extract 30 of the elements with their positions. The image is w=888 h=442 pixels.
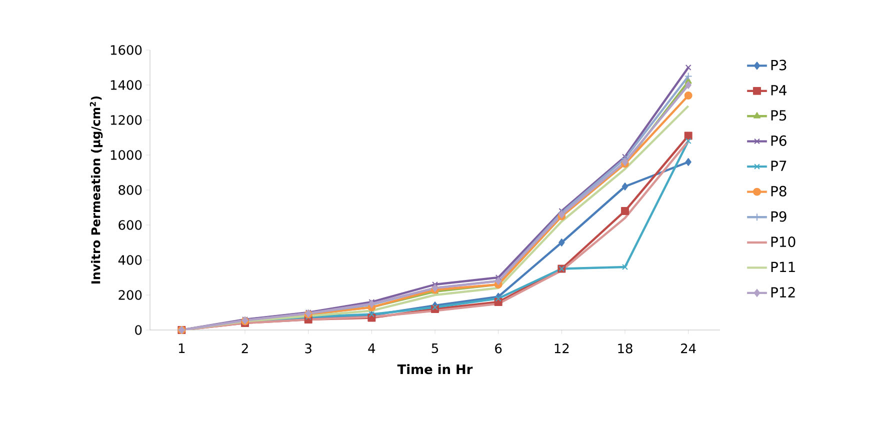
legend-label: P9 <box>771 211 786 222</box>
y-tick-label: 400 <box>118 255 142 265</box>
x-tick-label: 12 <box>554 344 569 354</box>
x-tick-label: 1 <box>178 344 185 353</box>
y-tick-label: 1200 <box>110 115 142 125</box>
legend-label: P7 <box>771 160 786 171</box>
y-tick-label: 1400 <box>110 80 142 90</box>
legend-label: P5 <box>771 110 786 121</box>
x-tick-label: 24 <box>681 344 696 354</box>
x-tick-label: 18 <box>618 344 632 354</box>
y-tick-label: 600 <box>118 220 142 230</box>
legend-label: P6 <box>771 135 786 146</box>
x-tick-label: 4 <box>368 344 376 353</box>
x-axis-title: Time in Hr <box>397 364 473 374</box>
x-tick-label: 3 <box>305 344 312 354</box>
y-axis-title: Invitro Permeation (µg/cm$^{2}$) <box>90 96 103 284</box>
legend-label: P11 <box>771 262 795 272</box>
y-tick-label: 1000 <box>110 150 142 160</box>
legend-label: P8 <box>771 186 786 196</box>
x-tick-label: 6 <box>495 344 502 354</box>
y-tick-label: 200 <box>118 290 142 300</box>
y-tick-label: 1600 <box>110 45 142 55</box>
legend-label: P12 <box>771 287 795 298</box>
y-tick-label: 800 <box>118 185 142 195</box>
legend-label: P4 <box>771 85 787 96</box>
x-tick-label: 5 <box>432 344 438 354</box>
legend-label: P3 <box>771 60 786 70</box>
x-tick-label: 2 <box>242 344 248 354</box>
legend-label: P10 <box>771 236 796 248</box>
y-tick-label: 0 <box>135 325 142 335</box>
